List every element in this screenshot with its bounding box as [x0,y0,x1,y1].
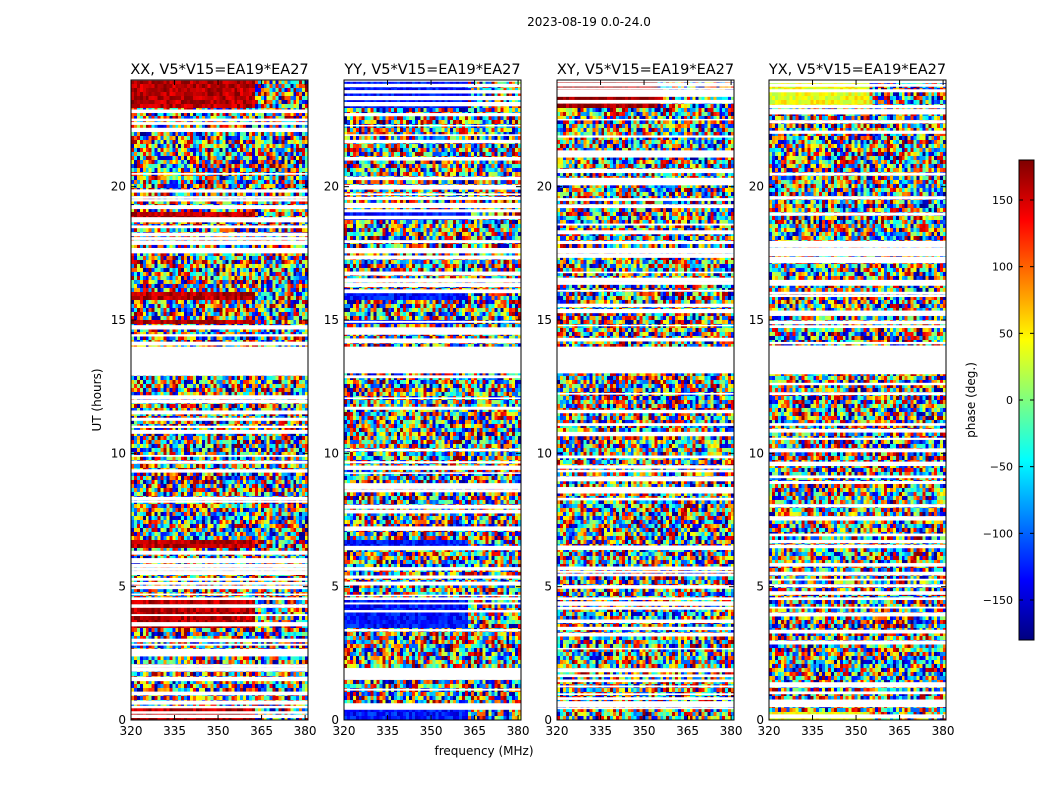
x-tick-label: 380 [720,724,743,738]
x-tick-label: 380 [294,724,317,738]
y-tick-label: 0 [544,713,552,727]
heatmap-cells [557,80,734,720]
y-tick-label: 5 [756,580,764,594]
y-tick-label: 10 [537,446,552,460]
panel-frame [556,79,735,721]
colorbar: −150 −100 −50 0 50 100 150 [983,159,1035,641]
y-tick-label: 5 [118,580,126,594]
x-tick-label: 365 [676,724,699,738]
x-tick-label: 335 [801,724,824,738]
flagged-band [769,248,946,254]
x-tick-label: 320 [333,724,356,738]
y-tick-label: 10 [324,446,339,460]
panel-title: XX, V5*V15=EA19*EA27 [130,62,308,78]
x-tick-label: 350 [420,724,443,738]
heatmap-panel-3: XY, V5*V15=EA19*EA27 320 335 350 365 380 0 5 10 1… [537,62,743,738]
colorbar-tick-label: −100 [983,527,1013,540]
y-tick-label: 10 [749,446,764,460]
heatmap-panel-4: YX, V5*V15=EA19*EA27 320 335 350 365 380 0 5 10 1… [749,62,955,738]
x-tick-label: 365 [888,724,911,738]
shared-y-axis-label: UT (hours) [90,368,104,431]
x-tick-label: 350 [633,724,656,738]
x-tick-label: 350 [207,724,230,738]
flagged-band [557,346,734,374]
y-tick-label: 15 [749,313,764,327]
x-tick-label: 380 [507,724,530,738]
flagged-band [344,346,521,374]
panel-frame [768,79,947,721]
x-tick-label: 335 [376,724,399,738]
x-tick-label: 380 [932,724,955,738]
heatmap-cells [769,80,946,720]
flagged-band [557,248,734,254]
x-tick-label: 350 [845,724,868,738]
flagged-band [131,248,308,254]
flagged-band [769,597,946,600]
panel-title: YY, V5*V15=EA19*EA27 [343,62,520,78]
y-tick-label: 15 [324,313,339,327]
x-tick-label: 320 [120,724,143,738]
x-tick-label: 320 [758,724,781,738]
flagged-band [131,346,308,374]
flagged-band [344,597,521,600]
flagged-band [344,248,521,254]
y-tick-label: 15 [537,313,552,327]
colorbar-tick-label: 50 [999,327,1013,340]
heatmap-cells [344,80,521,720]
y-tick-label: 0 [756,713,764,727]
figure-suptitle: 2023-08-19 0.0-24.0 [527,15,651,29]
colorbar-tick-label: −150 [983,594,1013,607]
x-tick-label: 335 [589,724,612,738]
x-tick-label: 320 [546,724,569,738]
y-tick-label: 15 [111,313,126,327]
heatmap-panel-2: YY, V5*V15=EA19*EA27 320 335 350 365 380 0 5 10 1… [324,62,530,738]
x-tick-label: 365 [250,724,273,738]
y-tick-label: 20 [111,180,126,194]
colorbar-tick-label: −50 [990,461,1013,474]
flagged-band [769,346,946,374]
y-tick-label: 5 [544,580,552,594]
x-tick-label: 335 [163,724,186,738]
colorbar-tick-label: 100 [992,261,1013,274]
panel-title: YX, V5*V15=EA19*EA27 [768,62,946,78]
y-tick-label: 20 [537,180,552,194]
x-tick-label: 365 [463,724,486,738]
y-tick-label: 0 [118,713,126,727]
panel-title: XY, V5*V15=EA19*EA27 [557,62,734,78]
colorbar-tick-label: 0 [1006,394,1013,407]
shared-x-axis-label: frequency (MHz) [434,744,533,758]
flagged-band [131,597,308,600]
y-tick-label: 0 [331,713,339,727]
panel-frame [343,79,522,721]
y-tick-label: 5 [331,580,339,594]
heatmap-cells [131,80,308,720]
panel-frame [130,79,309,721]
flagged-band [557,597,734,600]
colorbar-label: phase (deg.) [964,362,978,438]
heatmap-panel-1: XX, V5*V15=EA19*EA27 320 335 350 365 380 0 5 10 1… [111,62,317,738]
y-tick-label: 20 [324,180,339,194]
y-tick-label: 10 [111,446,126,460]
y-tick-label: 20 [749,180,764,194]
colorbar-tick-label: 150 [992,194,1013,207]
